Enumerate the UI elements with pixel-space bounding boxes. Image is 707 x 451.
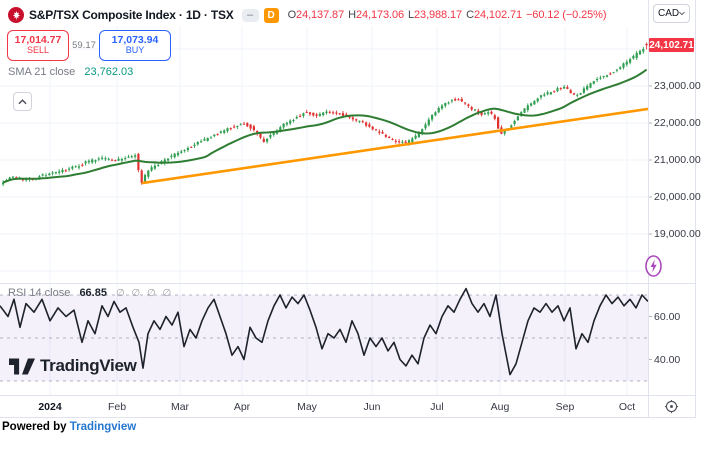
- rsi-legend[interactable]: RSI 14 close 66.85 ∅ ∅ ∅ ∅: [8, 287, 173, 299]
- sell-label: SELL: [26, 45, 50, 56]
- price-axis-label: 20,000.00: [654, 191, 701, 203]
- ohlc-value: 24,102.71: [473, 9, 522, 21]
- currency-selector[interactable]: CAD: [653, 4, 690, 23]
- chevron-down-icon: [679, 11, 685, 16]
- time-axis-label[interactable]: Oct: [618, 401, 636, 413]
- ohlc-values: O24,137.87 H24,173.06 L23,988.17 C24,102.71…: [288, 9, 607, 21]
- ohlc-value: 24,137.87: [296, 9, 345, 21]
- rsi-legend-hidden-values: ∅ ∅ ∅ ∅: [116, 288, 174, 299]
- widget-bottom-border: [0, 417, 695, 418]
- maple-leaf-icon: [8, 7, 24, 23]
- tradingview-link[interactable]: Tradingview: [69, 421, 137, 433]
- collapse-pane-button[interactable]: [13, 92, 32, 111]
- rsi-axis-label: 40.00: [654, 353, 681, 366]
- last-price-badge: 24,102.71: [649, 38, 694, 52]
- ohlc-label: H: [348, 9, 356, 21]
- ohlc-value: 24,173.06: [355, 9, 404, 21]
- tradingview-logo-icon: [9, 358, 35, 374]
- rsi-legend-value: 66.85: [79, 287, 107, 299]
- instant-trading-icon[interactable]: [644, 254, 663, 283]
- buy-label: BUY: [125, 45, 145, 56]
- time-axis-label[interactable]: Feb: [107, 401, 127, 413]
- powered-by-footer: Powered by Tradingview: [2, 421, 136, 433]
- ohlc-label: L: [408, 9, 415, 21]
- ohlc-value: 23,988.17: [414, 9, 463, 21]
- ohlc-label: C: [466, 9, 474, 21]
- chevron-up-icon: [18, 98, 27, 104]
- watermark-text: TradingView: [40, 356, 137, 375]
- time-axis-label[interactable]: Mar: [170, 401, 190, 413]
- sell-button[interactable]: 17,014.77 SELL: [7, 30, 69, 61]
- sma-legend-value: 23,762.03: [84, 66, 134, 78]
- time-axis-label[interactable]: Apr: [233, 401, 251, 413]
- interval-badge[interactable]: D: [263, 7, 279, 23]
- symbol-header: S&P/TSX Composite Index · 1D · TSX – D O…: [8, 5, 607, 25]
- pane-divider[interactable]: [0, 283, 695, 284]
- powered-by-text: Powered by: [2, 421, 70, 433]
- time-axis-label[interactable]: Sep: [555, 401, 575, 413]
- symbol-title[interactable]: S&P/TSX Composite Index · 1D · TSX: [29, 8, 234, 22]
- time-axis-label[interactable]: 2024: [38, 401, 62, 413]
- rsi-legend-label: RSI 14 close: [8, 287, 71, 299]
- time-axis-label[interactable]: May: [297, 401, 317, 413]
- currency-value: CAD: [658, 8, 680, 19]
- time-axis-label[interactable]: Jun: [363, 401, 381, 413]
- time-axis-label[interactable]: Jul: [430, 401, 444, 413]
- ohlc-label: O: [287, 9, 297, 21]
- buy-price: 17,073.94: [111, 33, 159, 46]
- time-axis-label[interactable]: Aug: [490, 401, 510, 413]
- price-axis-border: [648, 0, 649, 418]
- price-chart-canvas[interactable]: [0, 0, 695, 418]
- time-axis-border: [0, 395, 695, 396]
- sma-legend[interactable]: SMA 21 close 23,762.03: [8, 66, 133, 78]
- trade-panel: 17,014.77 SELL 59.17 17,073.94 BUY: [7, 30, 171, 61]
- change-value: −60.12 (−0.25%): [525, 9, 607, 21]
- axis-settings-icon[interactable]: [664, 399, 679, 419]
- sma-legend-label: SMA 21 close: [8, 66, 76, 78]
- collapse-legend-button[interactable]: –: [241, 8, 259, 22]
- tradingview-watermark: TradingView: [9, 356, 137, 376]
- spread-value: 59.17: [72, 40, 96, 51]
- tradingview-chart-widget: S&P/TSX Composite Index · 1D · TSX – D O…: [0, 0, 701, 419]
- price-axis-label: 22,000.00: [654, 117, 701, 129]
- price-axis-label: 23,000.00: [654, 80, 701, 92]
- sell-price: 17,014.77: [14, 33, 62, 46]
- price-axis-label: 19,000.00: [654, 228, 701, 240]
- price-axis-label: 21,000.00: [654, 154, 701, 166]
- buy-button[interactable]: 17,073.94 BUY: [99, 30, 171, 61]
- rsi-axis-label: 60.00: [654, 310, 681, 323]
